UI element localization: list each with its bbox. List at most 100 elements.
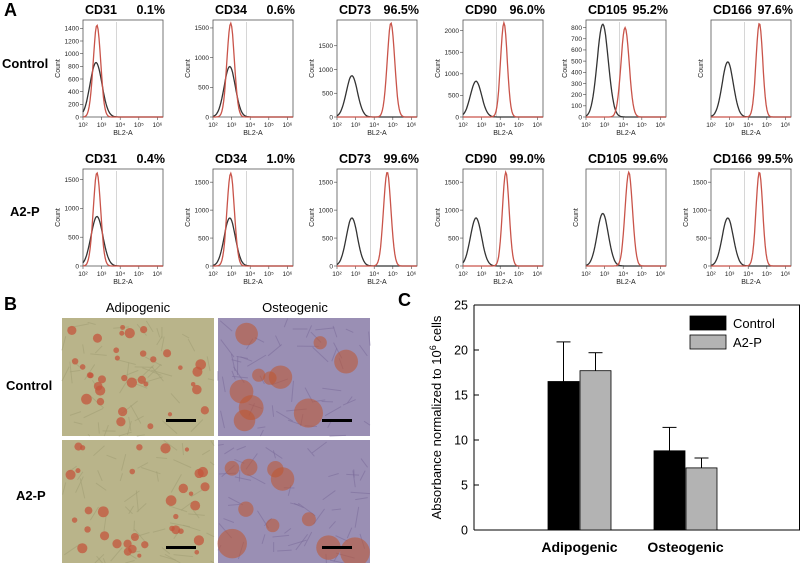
- marker-stain-curve: [82, 24, 163, 118]
- cell-fiber: [128, 416, 132, 431]
- panel-a-letter: A: [4, 0, 17, 20]
- cell-fiber: [206, 532, 215, 538]
- histogram-x-tick-label: 10³: [97, 271, 107, 278]
- cell-fiber: [82, 344, 85, 354]
- cell-fiber: [106, 454, 117, 460]
- histogram-y-tick-label: 0: [703, 263, 707, 270]
- cell-fiber: [188, 513, 205, 516]
- cell-fiber: [284, 527, 292, 534]
- histogram-x-axis-label: BL2-A: [243, 130, 263, 137]
- cell-fiber: [94, 554, 105, 563]
- lipid-droplet: [193, 535, 205, 546]
- mineral-deposit: [217, 528, 247, 559]
- lipid-droplet: [119, 330, 125, 336]
- bar-control-adipogenic: [547, 381, 580, 531]
- histogram-marker-label: CD166: [713, 152, 752, 166]
- cell-fiber: [331, 347, 338, 362]
- cell-fiber: [103, 424, 109, 437]
- micrograph-grid: [61, 318, 371, 563]
- histogram-x-tick-label: 10³: [97, 122, 107, 129]
- cell-fiber: [209, 461, 215, 466]
- micrograph-col-label-osteogenic: Osteogenic: [262, 300, 328, 315]
- cell-fiber: [61, 366, 70, 382]
- histogram-percent-label: 96.5%: [384, 3, 419, 17]
- histogram-x-tick-label: 10⁶: [532, 122, 542, 129]
- cell-fiber: [69, 369, 81, 373]
- cell-fiber: [156, 457, 168, 459]
- histogram-x-axis-label: BL2-A: [367, 279, 387, 286]
- histogram-x-axis-label: BL2-A: [113, 130, 133, 137]
- histogram-plot-frame: [212, 19, 294, 118]
- lipid-droplet: [188, 491, 194, 496]
- cell-fiber: [152, 528, 166, 533]
- histogram-x-tick-label: 10³: [600, 271, 610, 278]
- cell-fiber: [223, 518, 235, 523]
- histogram-cd31-a2p: CD31 0.4% 10² 10³ 10⁴ 10⁵ 10⁶ BL2-A 0 500 1000 1500…: [55, 152, 165, 286]
- legend-swatch-control: [689, 315, 727, 331]
- histogram-y-tick-label: 500: [448, 235, 459, 242]
- histogram-x-axis-label: BL2-A: [493, 279, 513, 286]
- histogram-y-tick-label: 500: [571, 58, 582, 65]
- cell-fiber: [232, 375, 248, 379]
- cell-fiber: [173, 459, 192, 469]
- histogram-marker-label: CD31: [85, 152, 117, 166]
- histogram-x-tick-label: 10⁶: [282, 271, 292, 278]
- histogram-x-tick-label: 10⁴: [369, 271, 379, 278]
- cell-fiber: [69, 411, 82, 416]
- lipid-droplet: [200, 482, 210, 492]
- histogram-x-tick-label: 10⁴: [743, 271, 753, 278]
- legend-label-control: Control: [733, 316, 775, 331]
- flow-cytometry-grid: CD31 0.1% 10² 10³ 10⁴ 10⁵ 10⁶ BL2-A 0 200 400 600 80…: [55, 3, 793, 286]
- cell-fiber: [220, 339, 235, 358]
- cell-fiber: [288, 539, 307, 547]
- mineral-deposit: [265, 518, 280, 533]
- histogram-y-axis-label: Count: [683, 208, 690, 227]
- histogram-x-tick-label: 10⁶: [655, 271, 665, 278]
- histogram-cd90-a2p: CD90 99.0% 10² 10³ 10⁴ 10⁵ 10⁶ BL2-A 0 500 1000 150…: [435, 152, 545, 286]
- y-tick-label: 5: [461, 479, 468, 493]
- histogram-x-tick-label: 10⁵: [388, 122, 398, 129]
- cell-fiber: [359, 470, 366, 481]
- histogram-x-tick-label: 10⁴: [245, 122, 255, 129]
- cell-fiber: [315, 327, 335, 331]
- histogram-plot-frame: [462, 168, 544, 267]
- histogram-x-axis-label: BL2-A: [616, 279, 636, 286]
- lipid-droplet: [99, 531, 110, 541]
- histogram-marker-label: CD73: [339, 152, 371, 166]
- histogram-marker-label: CD166: [713, 3, 752, 17]
- micrograph-background: [62, 440, 214, 563]
- histogram-y-tick-label: 0: [455, 263, 459, 270]
- mineral-deposit: [224, 460, 240, 476]
- histogram-x-tick-label: 10⁴: [369, 122, 379, 129]
- lipid-droplet: [139, 350, 147, 357]
- histogram-y-tick-label: 0: [75, 114, 79, 121]
- histogram-y-tick-label: 0: [578, 114, 582, 121]
- histogram-x-tick-label: 10³: [477, 122, 487, 129]
- histogram-x-tick-label: 10⁵: [264, 122, 274, 129]
- lipid-droplet: [77, 543, 88, 554]
- cell-fiber: [228, 496, 244, 506]
- cell-fiber: [156, 335, 163, 346]
- histogram-x-tick-label: 10⁴: [115, 122, 125, 129]
- cell-fiber: [328, 520, 336, 529]
- cell-fiber: [181, 333, 190, 339]
- histogram-y-tick-label: 500: [322, 91, 333, 98]
- histogram-y-tick-label: 300: [571, 81, 582, 88]
- cell-fiber: [156, 328, 161, 338]
- lipid-droplet: [114, 355, 120, 361]
- lipid-droplet: [173, 513, 179, 520]
- lipid-droplet: [147, 423, 154, 430]
- histogram-x-axis-label: BL2-A: [113, 279, 133, 286]
- histogram-y-tick-label: 1400: [65, 26, 80, 33]
- cell-fiber: [201, 449, 211, 456]
- lipid-droplet: [194, 549, 200, 555]
- cell-fiber: [368, 331, 371, 346]
- lipid-droplet: [129, 468, 136, 475]
- histogram-y-tick-label: 0: [205, 263, 209, 270]
- y-axis-label: Absorbance normalized to 106 cells: [428, 315, 444, 519]
- histogram-y-axis-label: Count: [698, 59, 705, 78]
- micrograph-osteogenic-a2p: [217, 440, 371, 563]
- cell-fiber: [231, 370, 236, 380]
- y-tick-label: 0: [461, 524, 468, 538]
- lipid-droplet: [71, 358, 79, 365]
